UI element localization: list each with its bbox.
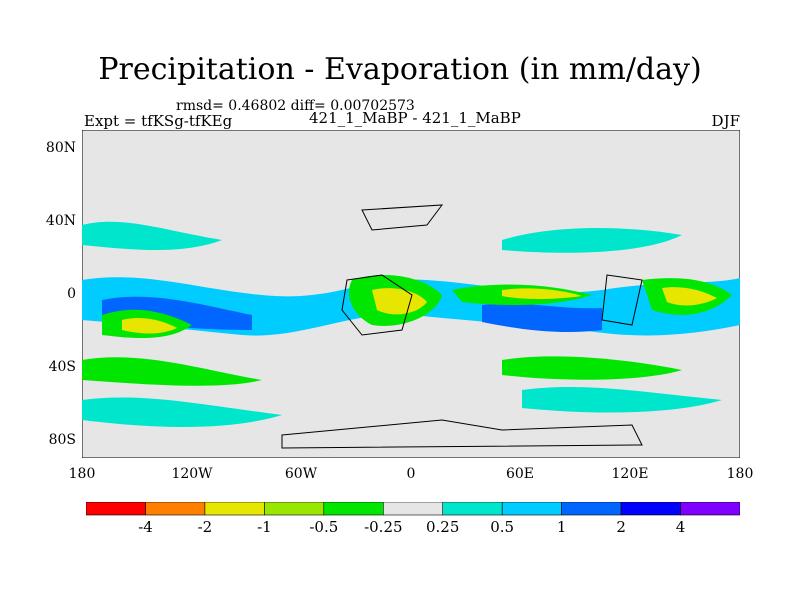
lon-tick-0: 0 (406, 466, 416, 482)
northern-wet-band-east (502, 228, 682, 253)
colorbar-swatch (204, 502, 265, 516)
lat-tick-40s: 40S (48, 359, 76, 375)
colorbar-label: -0.25 (364, 518, 403, 536)
colorbar-swatch (145, 502, 206, 516)
tropical-strong-band-east (482, 303, 602, 333)
stats-line: rmsd= 0.46802 diff= 0.00702573 (176, 98, 415, 114)
map-plot (82, 130, 740, 458)
colorbar-label: 4 (675, 518, 686, 536)
colorbar (86, 502, 740, 516)
land-outline-east (601, 274, 643, 326)
experiment-label: Expt = tfKSg-tfKEg (84, 112, 233, 130)
colorbar-label: 2 (616, 518, 626, 536)
lon-tick-180w: 180 (68, 466, 96, 482)
colorbar-label: -2 (197, 518, 213, 536)
dry-core-atlantic (372, 288, 427, 315)
lat-tick-80n: 80N (45, 140, 76, 156)
colorbar-swatch (620, 502, 681, 516)
lon-tick-60e: 60E (505, 466, 535, 482)
colorbar-swatch (680, 502, 740, 516)
colorbar-swatch (501, 502, 563, 516)
lat-tick-80s: 80S (48, 432, 76, 448)
season-label: DJF (711, 112, 740, 130)
lat-tick-40n: 40N (45, 213, 76, 229)
lon-tick-120w: 120W (171, 466, 213, 482)
colorbar-label: 0.5 (490, 518, 515, 536)
map-subtitle: 421_1_MaBP - 421_1_MaBP (309, 109, 521, 127)
dry-core-east (662, 287, 717, 306)
land-outline-antarctic (281, 419, 643, 449)
colorbar-swatch (382, 502, 444, 516)
land-outline-north (361, 204, 444, 231)
colorbar-swatch (442, 502, 503, 516)
dry-core-west-pacific (122, 317, 177, 334)
colorbar-swatch (264, 502, 325, 516)
dry-core-indian (502, 288, 582, 299)
colorbar-swatch (86, 502, 146, 516)
lon-tick-60w: 60W (284, 466, 318, 482)
lon-tick-180e: 180 (726, 466, 754, 482)
lon-tick-120e: 120E (611, 466, 649, 482)
land-outline-central (341, 274, 413, 336)
colorbar-label: -0.5 (309, 518, 339, 536)
southern-dry-band-east (502, 356, 682, 380)
map-title: Precipitation - Evaporation (in mm/day) (98, 52, 702, 87)
colorbar-label: -1 (257, 518, 272, 536)
southern-dry-band (82, 357, 262, 386)
colorbar-label: 1 (556, 518, 567, 536)
northern-wet-band (82, 221, 222, 250)
colorbar-swatch (323, 502, 384, 516)
colorbar-label: 0.25 (425, 518, 460, 536)
southern-wet-band-east (522, 387, 722, 413)
colorbar-swatch (561, 502, 622, 516)
colorbar-label: -4 (138, 518, 153, 536)
southern-wet-band (82, 397, 282, 427)
lat-tick-0: 0 (67, 286, 76, 302)
